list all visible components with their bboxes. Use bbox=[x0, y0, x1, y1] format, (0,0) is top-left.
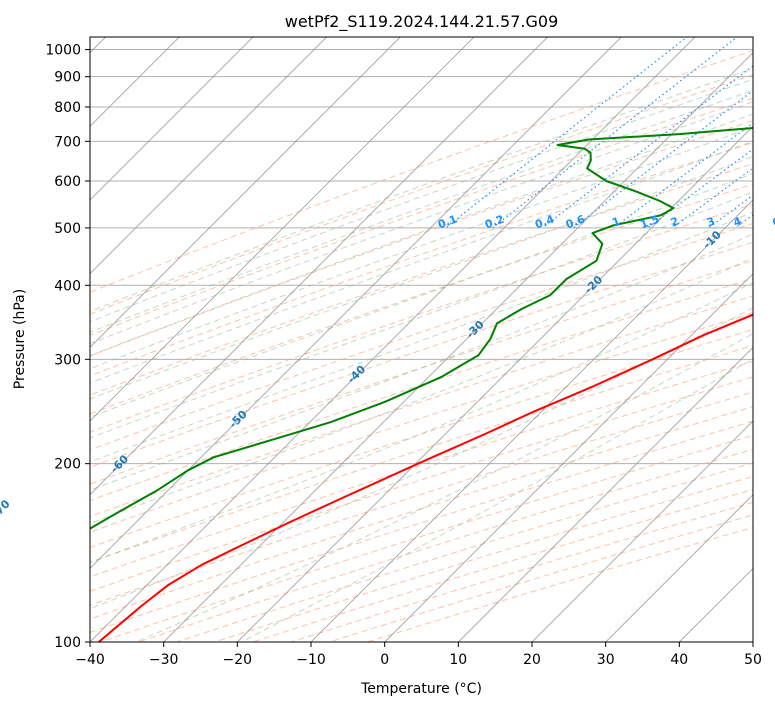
isotherm-10 bbox=[90, 37, 254, 201]
isotherm-label-3: -70 bbox=[0, 497, 13, 520]
y-tick-label-7: 800 bbox=[54, 100, 81, 116]
x-tick-label-8: 40 bbox=[670, 652, 688, 668]
dry-adiabat-5 bbox=[90, 163, 753, 396]
y-axis-label: Pressure (hPa) bbox=[12, 289, 28, 389]
isotherm-14 bbox=[90, 37, 549, 496]
x-axis-label: Temperature (°C) bbox=[360, 681, 482, 697]
moist-adiabat-8 bbox=[90, 172, 753, 418]
mixing-ratio-line-5 bbox=[647, 148, 753, 229]
mixing-ratio-label-8: 4 bbox=[732, 214, 744, 229]
moist-adiabats bbox=[90, 67, 753, 642]
mixing-ratio-label-3: 0.6 bbox=[564, 212, 587, 231]
dry-adiabat-8 bbox=[90, 222, 753, 451]
y-tick-label-1: 200 bbox=[54, 457, 81, 473]
moist-adiabat-12 bbox=[90, 257, 753, 524]
x-tick-label-5: 10 bbox=[449, 652, 467, 668]
mixing-ratio-label-5: 1.5 bbox=[639, 213, 662, 232]
dry-adiabat-14 bbox=[90, 328, 753, 548]
moist-adiabat-5 bbox=[90, 126, 753, 370]
y-tick-label-4: 500 bbox=[54, 221, 81, 237]
isotherm-19 bbox=[310, 199, 753, 642]
x-axis-ticks: −40 −30 −20 −10 0 10 20 30 40 50 bbox=[75, 642, 762, 668]
isotherm-13 bbox=[90, 37, 475, 422]
y-tick-label-0: 100 bbox=[54, 635, 81, 651]
y-tick-label-5: 600 bbox=[54, 174, 81, 190]
moist-adiabat-0 bbox=[90, 67, 753, 313]
x-tick-label-3: −10 bbox=[296, 652, 326, 668]
moist-adiabat-2 bbox=[90, 89, 753, 333]
plot-background bbox=[90, 37, 753, 642]
dewpoint-profile bbox=[90, 127, 753, 530]
x-tick-label-9: 50 bbox=[744, 652, 762, 668]
mixing-ratio-lines bbox=[445, 37, 753, 229]
plot-area bbox=[90, 37, 753, 642]
y-tick-label-3: 400 bbox=[54, 278, 81, 294]
mixing-ratio-label-6: 2 bbox=[669, 215, 681, 230]
x-tick-label-6: 20 bbox=[523, 652, 541, 668]
x-tick-label-4: 0 bbox=[380, 652, 389, 668]
y-tick-label-2: 300 bbox=[54, 352, 81, 368]
y-tick-label-9: 1000 bbox=[45, 43, 81, 59]
temperature-profile bbox=[98, 313, 753, 642]
mixing-ratio-label-4: 1 bbox=[610, 215, 622, 230]
x-tick-label-2: −20 bbox=[223, 652, 253, 668]
isotherm-15 bbox=[90, 37, 622, 569]
moist-adiabat-10 bbox=[90, 211, 753, 463]
moist-adiabat-11 bbox=[90, 233, 753, 491]
y-axis-ticks: 100 200 300 400 500 600 700 800 900 1000 bbox=[45, 43, 90, 651]
dry-adiabat-0 bbox=[90, 50, 753, 293]
profile-lines bbox=[90, 127, 753, 642]
dry-adiabat-4 bbox=[90, 141, 753, 377]
mixing-ratio-label-1: 0.2 bbox=[483, 213, 506, 232]
x-tick-label-7: 30 bbox=[597, 652, 615, 668]
dry-adiabat-15 bbox=[90, 345, 753, 563]
isotherm-18 bbox=[236, 125, 753, 642]
mixing-ratio-label-7: 3 bbox=[705, 215, 717, 230]
isotherm-23 bbox=[605, 494, 753, 642]
x-tick-label-0: −40 bbox=[75, 652, 105, 668]
isotherm-22 bbox=[531, 420, 753, 642]
moist-adiabat-16 bbox=[241, 358, 753, 642]
x-tick-label-1: −30 bbox=[149, 652, 179, 668]
isotherm-11 bbox=[90, 37, 328, 275]
isotherm-21 bbox=[457, 346, 753, 642]
moist-adiabat-4 bbox=[90, 113, 753, 357]
dry-adiabat-7 bbox=[90, 203, 753, 433]
moist-adiabat-7 bbox=[90, 156, 753, 400]
dry-adiabat-10 bbox=[90, 260, 753, 485]
moist-adiabat-13 bbox=[90, 281, 753, 564]
chart-title: wetPf2_S119.2024.144.21.57.G09 bbox=[285, 12, 559, 32]
isotherm-17 bbox=[163, 52, 753, 642]
moist-adiabat-15 bbox=[135, 333, 753, 642]
plot-frame bbox=[89, 36, 754, 643]
mixing-ratio-label-2: 0.4 bbox=[533, 212, 556, 231]
y-tick-label-6: 700 bbox=[54, 134, 81, 150]
dry-adiabat-12 bbox=[90, 295, 753, 518]
y-tick-label-8: 900 bbox=[54, 70, 81, 86]
mixing-ratio-line-3 bbox=[572, 89, 753, 229]
mixing-ratio-label-0: 0.1 bbox=[436, 213, 459, 232]
isotherm-16 bbox=[90, 37, 696, 642]
moist-adiabat-1 bbox=[90, 78, 753, 323]
mixing-ratio-label-9: 6 bbox=[771, 214, 775, 229]
